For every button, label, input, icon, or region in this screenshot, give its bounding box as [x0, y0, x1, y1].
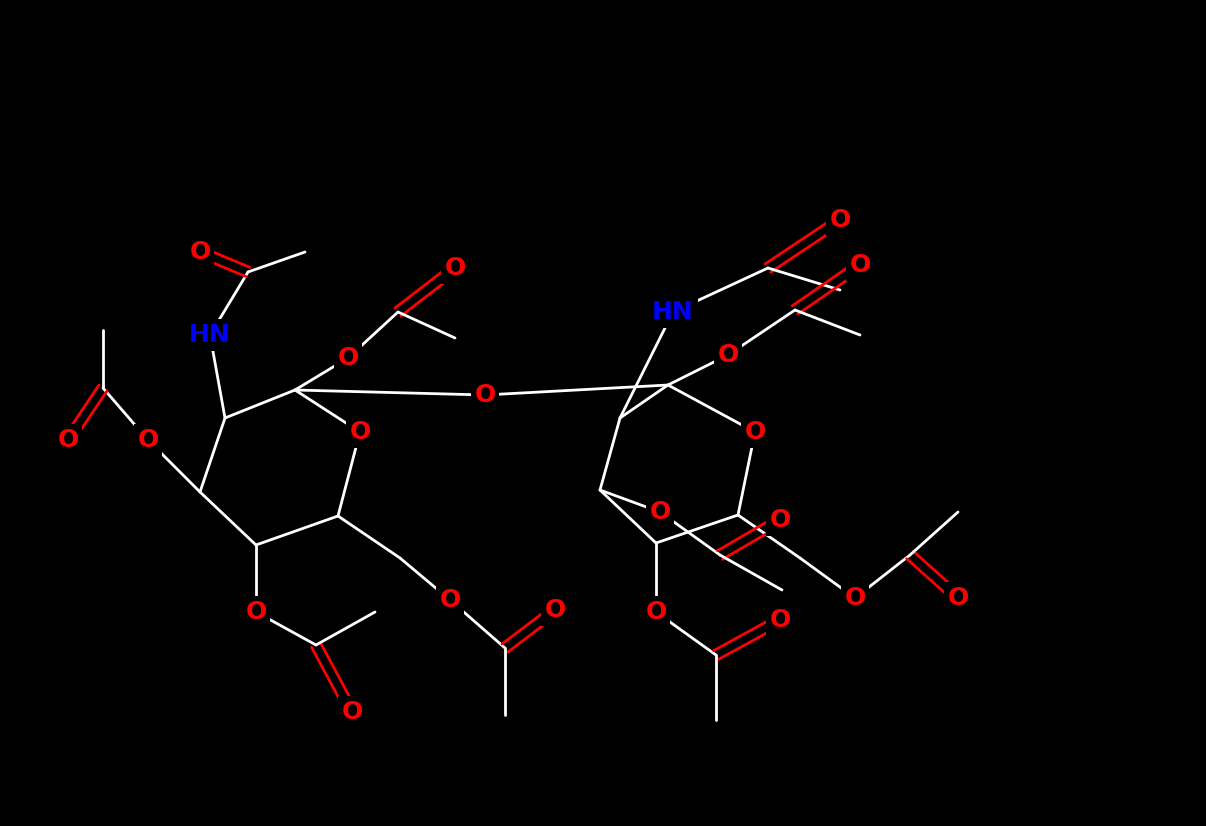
- Text: HN: HN: [189, 323, 230, 347]
- Text: O: O: [645, 600, 667, 624]
- Text: HN: HN: [652, 300, 693, 324]
- Text: O: O: [544, 598, 566, 622]
- Text: O: O: [718, 343, 738, 367]
- Text: O: O: [948, 586, 968, 610]
- Text: O: O: [58, 428, 78, 452]
- Text: O: O: [341, 700, 363, 724]
- Text: O: O: [189, 240, 211, 264]
- Text: O: O: [849, 253, 871, 277]
- Text: O: O: [444, 256, 466, 280]
- Text: O: O: [137, 428, 159, 452]
- Text: O: O: [474, 383, 496, 407]
- Text: O: O: [744, 420, 766, 444]
- Text: O: O: [830, 208, 850, 232]
- Text: O: O: [350, 420, 370, 444]
- Text: O: O: [844, 586, 866, 610]
- Text: O: O: [769, 608, 791, 632]
- Text: O: O: [245, 600, 267, 624]
- Text: O: O: [338, 346, 358, 370]
- Text: O: O: [769, 508, 791, 532]
- Text: O: O: [439, 588, 461, 612]
- Text: O: O: [649, 500, 671, 524]
